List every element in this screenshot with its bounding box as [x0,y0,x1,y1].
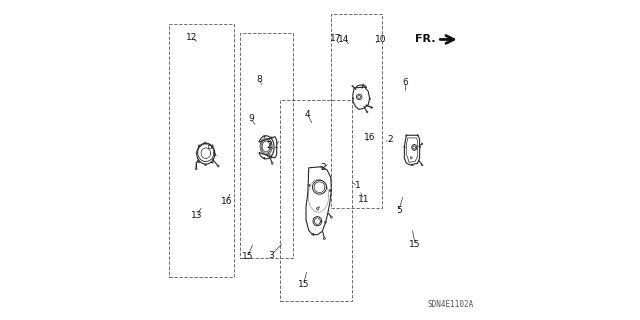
Text: 3: 3 [268,251,274,260]
Circle shape [276,147,277,148]
Circle shape [196,152,197,153]
Circle shape [217,165,219,167]
Circle shape [264,136,265,137]
Circle shape [271,156,272,158]
Circle shape [264,157,265,159]
Text: 17: 17 [330,34,341,43]
Text: 2: 2 [387,135,392,144]
Text: 16: 16 [221,197,232,206]
Circle shape [214,154,216,155]
Circle shape [354,87,355,88]
Text: 11: 11 [358,195,369,204]
Circle shape [330,216,332,218]
Circle shape [421,164,423,166]
Circle shape [312,233,314,235]
Bar [170,24,234,277]
Circle shape [367,111,368,113]
Circle shape [329,189,331,191]
Circle shape [369,98,370,99]
Circle shape [364,87,365,88]
Text: FR.: FR. [415,35,436,44]
Text: 8: 8 [257,75,262,84]
Circle shape [421,143,423,144]
Text: 15: 15 [410,240,421,249]
Circle shape [321,166,323,168]
Circle shape [198,161,199,163]
Text: 16: 16 [364,133,376,142]
Text: 15: 15 [298,280,309,289]
Text: 4: 4 [305,109,310,118]
Circle shape [204,142,205,143]
Circle shape [205,164,206,165]
Circle shape [271,163,273,164]
Text: 15: 15 [242,252,253,261]
Circle shape [406,135,407,136]
Circle shape [404,146,405,147]
Text: 5: 5 [396,206,401,215]
Circle shape [363,84,364,85]
Text: SDN4E1102A: SDN4E1102A [428,300,474,309]
Text: 12: 12 [186,33,197,42]
Bar [240,33,293,258]
Text: 14: 14 [338,35,349,44]
Text: 13: 13 [191,211,202,220]
Text: 6: 6 [403,78,408,87]
Text: 2: 2 [266,141,272,150]
Text: 9: 9 [248,114,253,123]
Circle shape [308,184,310,186]
Text: 1: 1 [355,181,361,190]
Circle shape [412,164,413,165]
Circle shape [195,168,197,170]
Text: 2: 2 [321,164,326,172]
Circle shape [417,135,418,136]
Circle shape [211,162,212,163]
Circle shape [271,137,272,138]
Circle shape [323,237,325,240]
Text: 10: 10 [374,35,386,44]
Bar [280,100,352,301]
Circle shape [324,221,326,223]
Circle shape [352,85,353,87]
Circle shape [212,145,213,146]
Circle shape [419,146,420,147]
Circle shape [198,145,200,146]
Bar [331,14,382,208]
